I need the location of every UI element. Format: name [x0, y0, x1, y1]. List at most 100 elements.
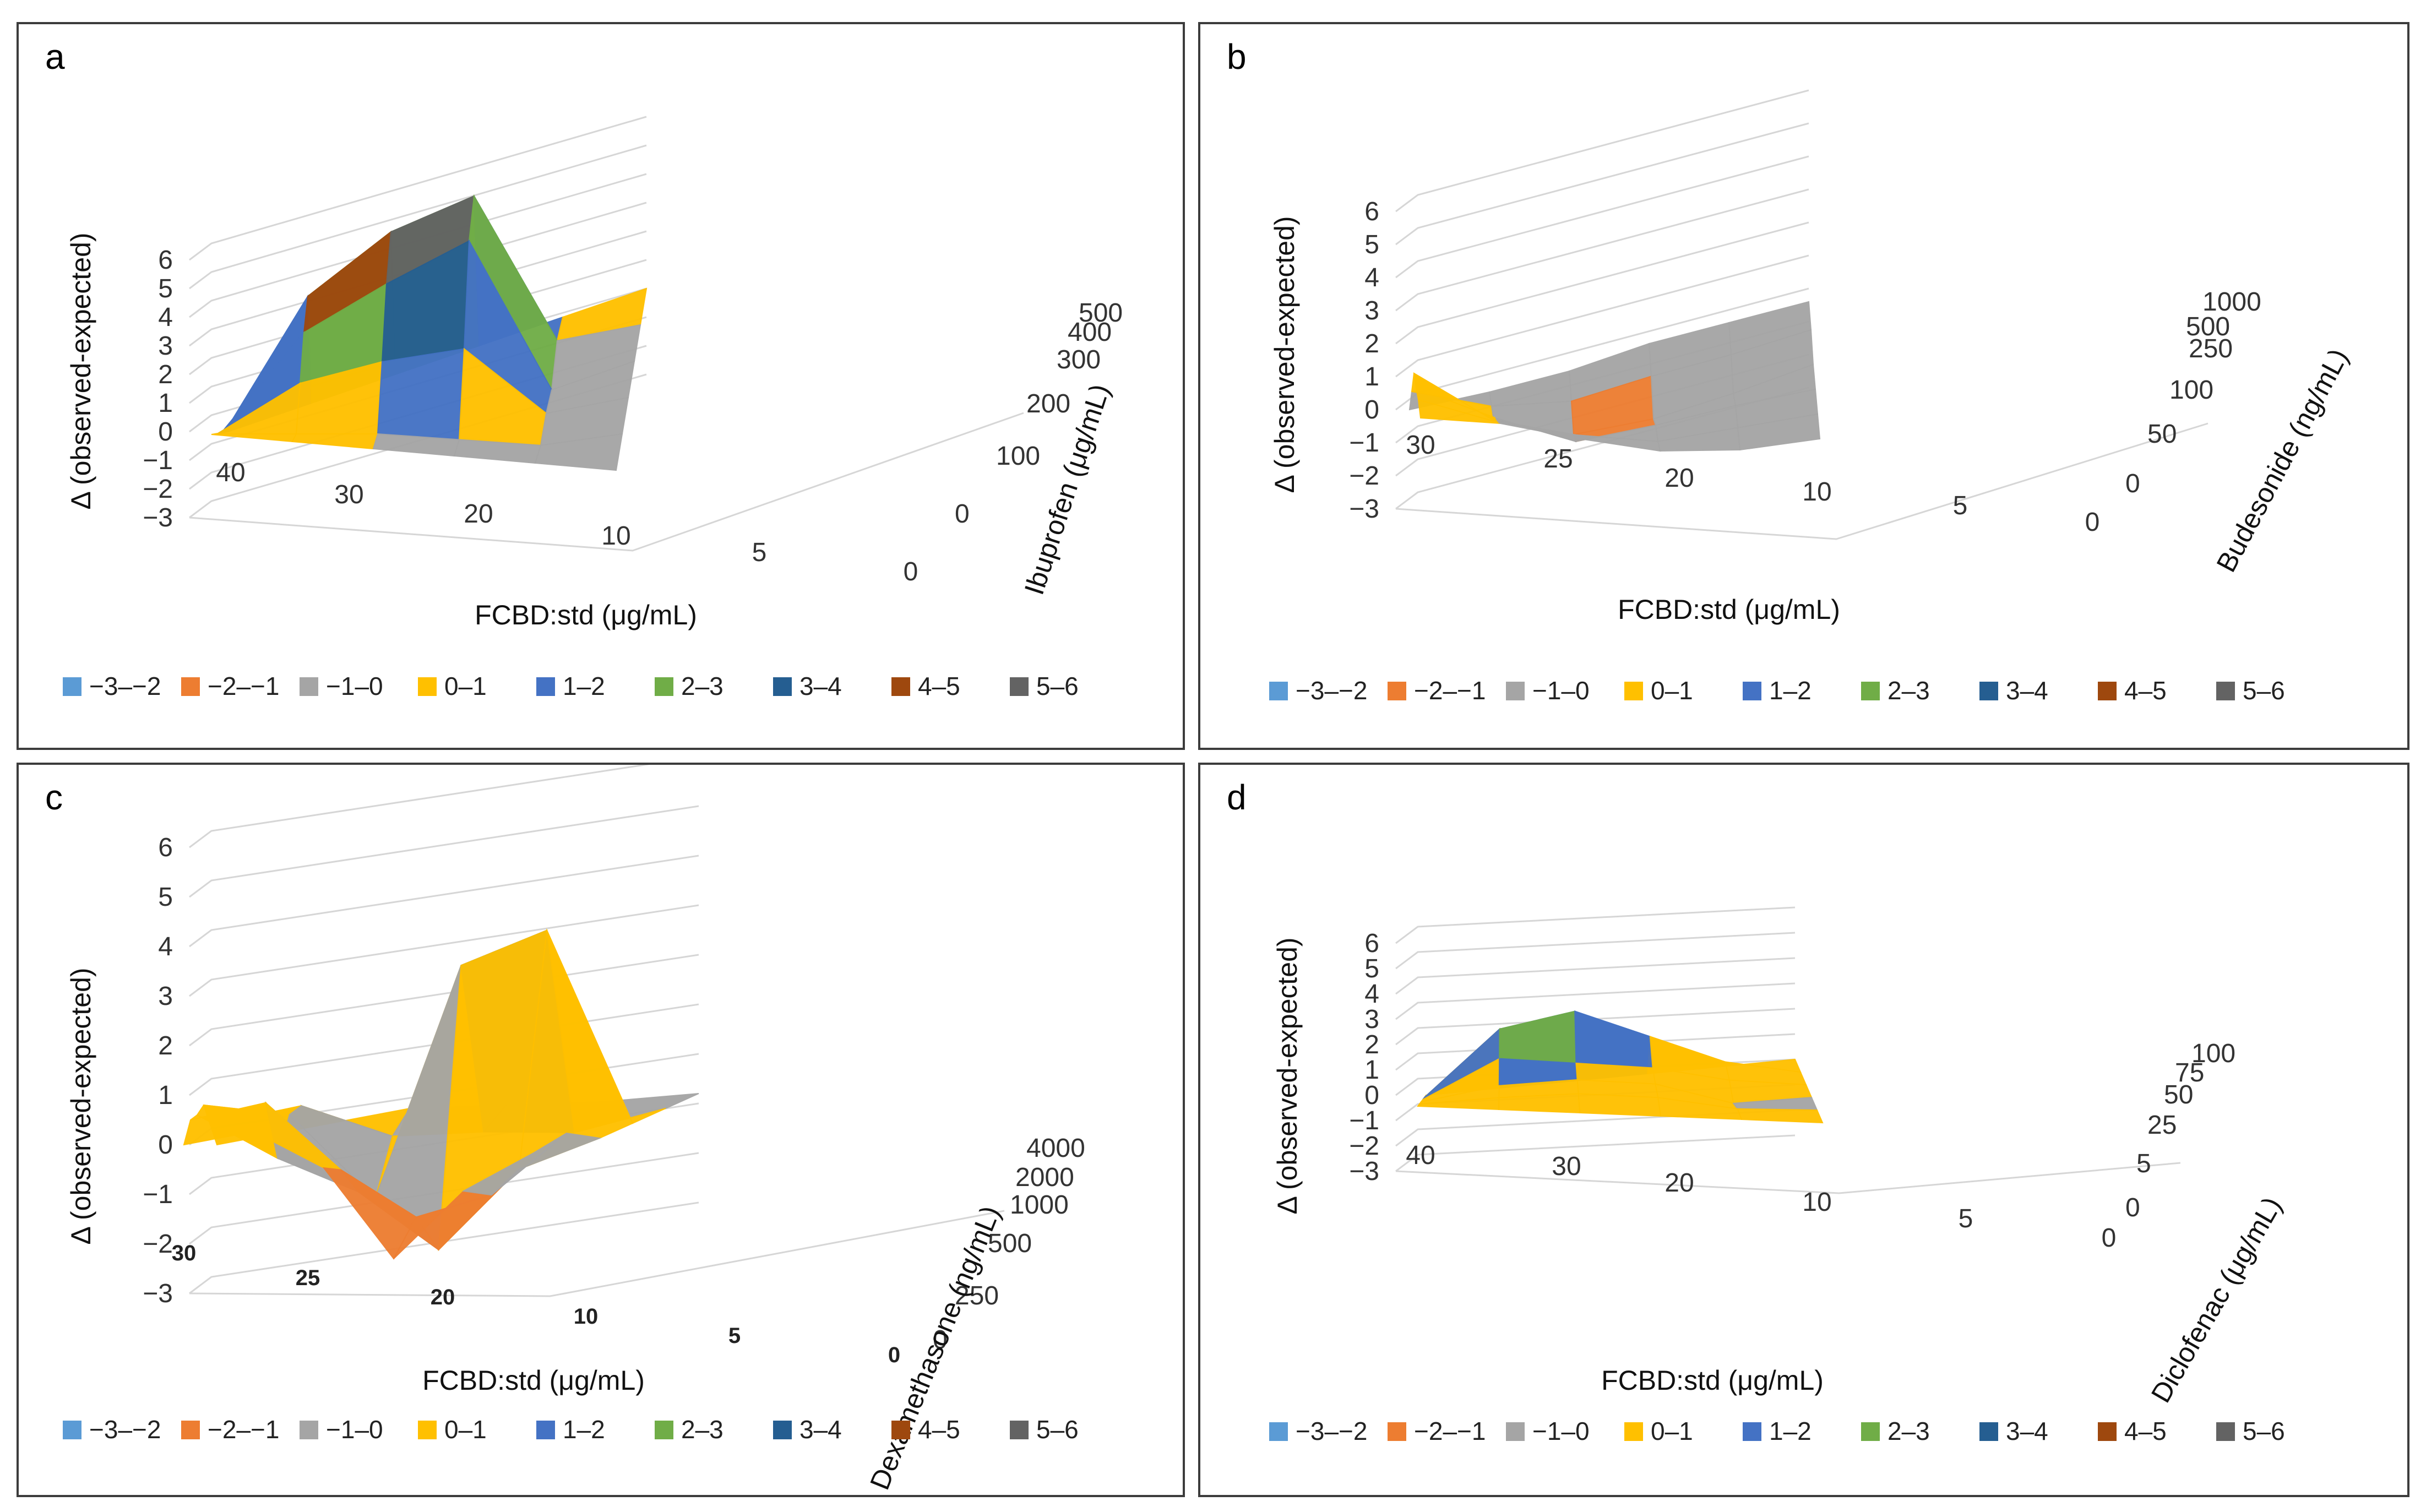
z-tick-label: 5 [1364, 230, 1379, 259]
legend-label: 0–1 [1651, 1417, 1693, 1445]
y-tick-label: 100 [2191, 1039, 2235, 1068]
legend-label: 4–5 [918, 672, 960, 700]
panel-label-a: a [45, 37, 65, 77]
z-tick-label: 5 [158, 274, 173, 303]
y-tick-label: 500 [1079, 298, 1123, 328]
legend-swatch [63, 1421, 81, 1439]
legend-swatch [536, 1421, 555, 1439]
legend-label: −3–−2 [1296, 1417, 1367, 1445]
legend-swatch [1269, 1422, 1288, 1441]
y-axis-label: Dexamethasone (ng/mL) [864, 1201, 1006, 1494]
legend-label: 0–1 [1651, 676, 1693, 705]
x-tick-label: 40 [216, 458, 245, 487]
surface-cell [1578, 1093, 1662, 1117]
z-tick-label: 1 [1364, 362, 1379, 391]
legend-swatch [891, 1421, 910, 1439]
surface-cell [1488, 370, 1573, 407]
z-tick-label: −1 [143, 446, 173, 475]
gridline-z-6 [1395, 188, 1809, 312]
surface-cell [291, 433, 379, 450]
z-tick-label: 2 [1364, 329, 1379, 358]
gridline-z-5 [1395, 221, 1809, 345]
legend-swatch [2098, 1422, 2117, 1441]
z-tick-label: −3 [1349, 494, 1379, 524]
legend-swatch [655, 1421, 673, 1439]
floor-edge [1395, 1162, 2181, 1194]
z-tick-label: −3 [1349, 1157, 1379, 1186]
y-tick-label: 300 [1057, 345, 1101, 374]
legend-swatch [1861, 1422, 1880, 1441]
gridline-z-1 [189, 1152, 699, 1245]
z-tick-label: 4 [158, 303, 173, 332]
z-tick-label: 3 [1364, 1005, 1379, 1034]
gridline-z-7 [189, 855, 699, 948]
legend-label: −2–−1 [208, 1415, 279, 1444]
z-tick-label: −3 [143, 1279, 173, 1308]
legend-swatch [1743, 682, 1761, 700]
legend-swatch [181, 677, 200, 696]
legend-swatch [2216, 682, 2235, 700]
gridline-z-4 [1395, 1033, 1796, 1071]
legend-swatch [418, 677, 437, 696]
z-tick-label: 4 [1364, 980, 1379, 1009]
legend-label: −1–0 [1532, 676, 1590, 705]
legend-label: 4–5 [2124, 676, 2167, 705]
legend-label: 2–3 [1888, 676, 1930, 705]
legend-swatch [2098, 682, 2117, 700]
z-tick-label: 0 [158, 1130, 173, 1160]
legend-swatch [1743, 1422, 1761, 1441]
z-tick-label: 0 [1364, 395, 1379, 425]
z-tick-label: −2 [143, 1230, 173, 1259]
legend-label: 5–6 [1036, 672, 1079, 700]
legend-label: 3–4 [2006, 1417, 2048, 1445]
surface-cell [534, 433, 623, 471]
x-tick-label: 5 [728, 1324, 741, 1348]
y-tick-label: 2000 [1015, 1163, 1074, 1192]
legend-swatch [63, 677, 81, 696]
legend-label: 5–6 [2243, 676, 2285, 705]
z-tick-label: −1 [1349, 1106, 1379, 1135]
gridline-z-0 [1395, 1134, 1796, 1172]
y-tick-label: 100 [2169, 376, 2213, 405]
z-tick-label: 3 [158, 331, 173, 361]
legend-swatch [1624, 682, 1643, 700]
legend-swatch [1506, 1422, 1525, 1441]
legend-swatch [1010, 677, 1029, 696]
legend-swatch [2216, 1422, 2235, 1441]
y-tick-label: 250 [955, 1281, 999, 1310]
panel-a: a 6 5 4 3 2 1 0 −1 −2 −3 40 30 20 10 5 0 0 100 200 300 400 50… [17, 22, 1185, 750]
z-tick-label: −2 [1349, 1132, 1379, 1161]
legend-label: 4–5 [2124, 1417, 2167, 1445]
legend-label: 3–4 [2006, 676, 2048, 705]
legend-label: 5–6 [2243, 1417, 2285, 1445]
gridline-z-9 [1395, 906, 1796, 944]
legend-swatch [181, 1421, 200, 1439]
chart-c: 6543210−1−2−3302520105002505001000200040… [63, 765, 1085, 1494]
z-tick-label: 6 [1364, 197, 1379, 226]
legend-label: 5–6 [1036, 1415, 1079, 1444]
z-tick-label: 3 [158, 982, 173, 1011]
z-tick-label: 6 [158, 833, 173, 862]
panel-label-b: b [1227, 37, 1247, 77]
x-tick-label: 30 [1406, 431, 1435, 460]
panel-label-c: c [45, 777, 63, 817]
gridline-z-7 [1395, 155, 1809, 279]
x-tick-label: 30 [334, 480, 363, 509]
z-tick-label: −2 [143, 475, 173, 504]
legend-label: 0–1 [444, 1415, 487, 1444]
legend-swatch [773, 1421, 792, 1439]
legend-swatch [300, 677, 318, 696]
chart-a: 6543210−1−2−340302010500100200300400500Δ… [63, 116, 1123, 700]
gridline-z-9 [189, 116, 647, 261]
gridline-z-8 [189, 805, 699, 898]
gridline-z-0 [189, 1201, 699, 1295]
legend-label: 3–4 [799, 1415, 842, 1444]
z-tick-label: 5 [1364, 954, 1379, 983]
x-tick-label: 0 [2102, 1223, 2117, 1253]
legend-swatch [1506, 682, 1525, 700]
legend-label: 2–3 [681, 1415, 724, 1444]
x-tick-label: 30 [1552, 1152, 1581, 1181]
z-tick-label: 4 [158, 932, 173, 961]
legend-label: 1–2 [1769, 1417, 1812, 1445]
y-tick-label: 0 [955, 499, 970, 529]
